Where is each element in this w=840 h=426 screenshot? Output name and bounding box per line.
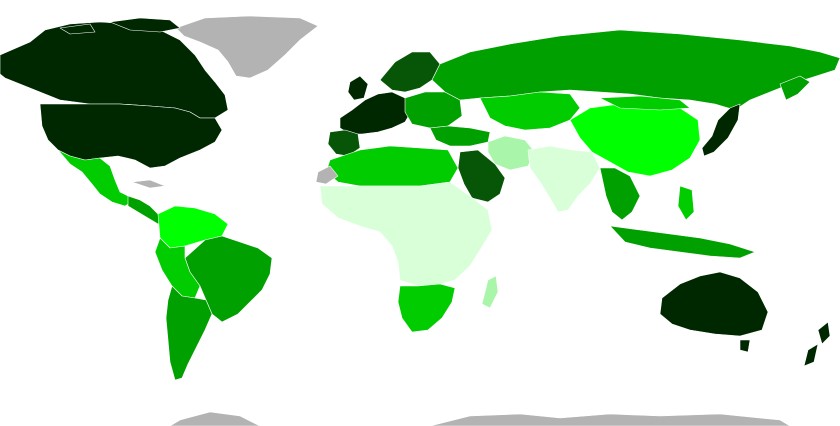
sub-saharan-africa bbox=[319, 181, 493, 287]
cuba bbox=[131, 179, 166, 189]
southern-africa bbox=[397, 283, 456, 333]
australia bbox=[659, 271, 769, 337]
western-sahara bbox=[315, 165, 339, 185]
iran-region bbox=[487, 135, 536, 171]
arctic-islands bbox=[59, 17, 181, 35]
south-asia bbox=[527, 145, 601, 213]
eastern-europe bbox=[404, 91, 463, 129]
argentina-chile bbox=[165, 285, 213, 381]
greenland bbox=[175, 15, 319, 79]
canada-alaska bbox=[0, 21, 229, 119]
tasmania bbox=[739, 339, 751, 353]
saudi-arabia bbox=[457, 149, 506, 203]
mongolia bbox=[599, 95, 691, 111]
indonesia bbox=[609, 225, 756, 259]
philippines bbox=[677, 185, 695, 221]
peru-bolivia bbox=[154, 237, 201, 299]
uk-ireland bbox=[347, 75, 369, 101]
antarctica bbox=[169, 411, 791, 426]
new-zealand bbox=[803, 321, 831, 367]
japan bbox=[701, 103, 741, 157]
kamchatka bbox=[779, 75, 811, 101]
southeast-asia bbox=[599, 167, 641, 221]
madagascar bbox=[481, 275, 499, 309]
